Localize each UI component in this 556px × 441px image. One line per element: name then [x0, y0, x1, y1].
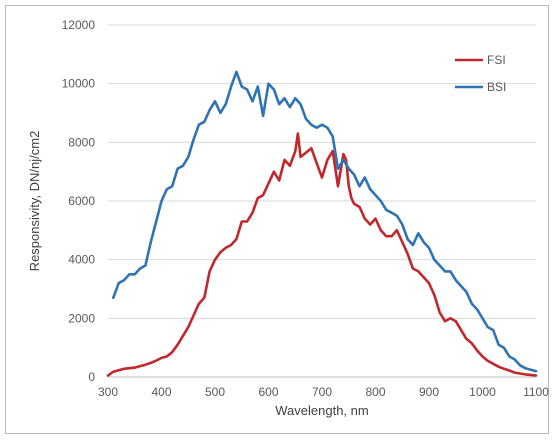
chart-frame [5, 5, 549, 434]
x-tick-label: 400 [151, 385, 171, 399]
x-tick-label: 700 [312, 385, 332, 399]
y-tick-label: 4000 [68, 253, 95, 267]
x-tick-label: 800 [365, 385, 385, 399]
y-tick-label: 2000 [68, 311, 95, 325]
y-tick-label: 0 [88, 370, 95, 384]
y-axis-title: Responsivity, DN/nj/cm2 [27, 131, 42, 272]
legend-label-bsi: BSI [487, 80, 506, 94]
series-layer [106, 70, 538, 377]
x-tick-label: 900 [419, 385, 439, 399]
x-tick-label: 1000 [469, 385, 496, 399]
x-tick-label: 600 [258, 385, 278, 399]
series-line-bsi [112, 70, 538, 373]
series-line-fsi [106, 132, 538, 377]
gridlines [108, 24, 536, 378]
tick-labels: 0 2000 4000 6000 8000 10000 12000 300 400 500 600 7… [62, 18, 550, 399]
x-tick-label: 300 [98, 385, 118, 399]
x-tick-label: 500 [205, 385, 225, 399]
y-tick-label: 10000 [62, 77, 96, 91]
legend-label-fsi: FSI [487, 53, 506, 67]
legend: FSI BSI [455, 53, 506, 94]
x-axis-title: Wavelength, nm [275, 403, 368, 418]
y-tick-label: 6000 [68, 194, 95, 208]
y-tick-label: 12000 [62, 18, 96, 32]
y-tick-label: 8000 [68, 135, 95, 149]
x-tick-label: 1100 [523, 385, 549, 399]
